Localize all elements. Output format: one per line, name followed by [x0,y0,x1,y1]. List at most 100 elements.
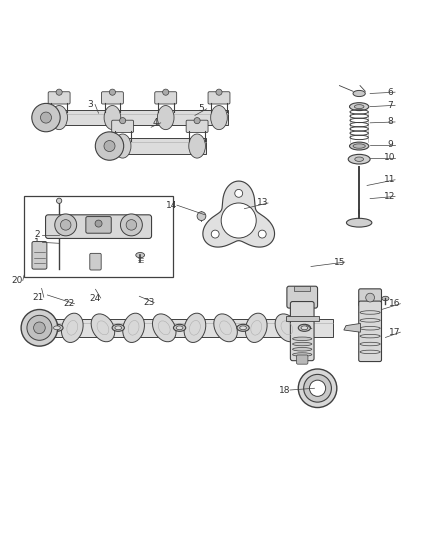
Circle shape [194,118,200,124]
Ellipse shape [211,106,227,130]
Polygon shape [344,324,360,332]
Polygon shape [203,181,275,247]
FancyBboxPatch shape [102,92,124,104]
Circle shape [310,380,325,397]
Text: 8: 8 [387,117,393,126]
Circle shape [235,189,243,197]
Text: 13: 13 [257,198,268,207]
Bar [294,286,310,290]
Circle shape [55,214,77,236]
Text: 24: 24 [90,294,101,303]
Circle shape [56,89,62,95]
Ellipse shape [104,106,121,130]
Circle shape [298,369,337,408]
Circle shape [211,230,219,238]
FancyBboxPatch shape [48,92,70,104]
FancyBboxPatch shape [46,215,152,238]
Text: 16: 16 [389,299,401,308]
Circle shape [40,112,52,123]
Circle shape [120,118,126,124]
Text: 3: 3 [87,100,93,109]
Circle shape [197,212,206,221]
Circle shape [104,141,115,151]
Ellipse shape [115,326,122,330]
Circle shape [60,220,71,230]
Text: 5: 5 [198,104,205,114]
Bar [105,138,206,154]
Ellipse shape [61,313,83,343]
Ellipse shape [112,324,124,332]
Text: 18: 18 [279,385,290,394]
FancyBboxPatch shape [90,253,101,270]
Bar [286,316,319,321]
Ellipse shape [152,314,176,342]
Ellipse shape [237,324,249,332]
Ellipse shape [173,324,186,332]
Circle shape [366,293,374,302]
Ellipse shape [298,324,311,332]
Ellipse shape [382,296,389,301]
Circle shape [216,89,222,95]
Text: 1: 1 [34,238,40,247]
FancyBboxPatch shape [86,216,111,233]
Text: 9: 9 [387,140,393,149]
Ellipse shape [34,322,45,334]
Ellipse shape [184,313,206,343]
Ellipse shape [301,326,308,330]
Circle shape [95,132,124,160]
Text: 6: 6 [387,87,393,96]
Ellipse shape [157,106,174,130]
Ellipse shape [354,104,364,109]
Text: 15: 15 [334,257,345,266]
Ellipse shape [114,134,131,158]
Ellipse shape [353,144,365,148]
Text: 12: 12 [384,192,396,201]
Ellipse shape [27,316,52,340]
Ellipse shape [176,326,183,330]
Circle shape [258,230,266,238]
FancyBboxPatch shape [297,355,308,364]
FancyBboxPatch shape [112,120,134,133]
Circle shape [304,374,332,402]
Ellipse shape [51,106,67,130]
FancyBboxPatch shape [32,241,47,269]
Text: 2: 2 [35,230,40,239]
Circle shape [120,214,142,236]
Ellipse shape [353,91,365,96]
Text: 4: 4 [153,118,158,127]
Ellipse shape [350,103,369,110]
Text: 17: 17 [389,328,401,337]
Text: 19: 19 [294,320,306,329]
FancyBboxPatch shape [359,301,381,361]
Text: 21: 21 [33,293,44,302]
Circle shape [110,89,116,95]
Ellipse shape [346,219,372,227]
Text: 22: 22 [64,299,75,308]
Ellipse shape [91,314,115,342]
Ellipse shape [53,326,60,330]
Ellipse shape [293,342,312,346]
Ellipse shape [293,348,312,351]
Text: 10: 10 [384,154,396,163]
FancyBboxPatch shape [186,120,208,133]
Bar [42,110,228,125]
FancyBboxPatch shape [359,289,381,306]
Circle shape [221,203,256,238]
Text: 20: 20 [12,276,23,285]
Ellipse shape [355,157,364,161]
Circle shape [57,198,62,204]
Circle shape [95,220,102,227]
Ellipse shape [245,313,267,343]
Ellipse shape [21,310,58,346]
FancyBboxPatch shape [155,92,177,104]
Ellipse shape [214,314,237,342]
Text: 23: 23 [143,298,155,307]
Text: 14: 14 [166,201,177,209]
Ellipse shape [293,353,312,356]
FancyBboxPatch shape [208,92,230,104]
Bar [44,319,333,336]
Ellipse shape [32,314,56,342]
Ellipse shape [123,313,145,343]
Ellipse shape [240,326,247,330]
Ellipse shape [275,314,299,342]
